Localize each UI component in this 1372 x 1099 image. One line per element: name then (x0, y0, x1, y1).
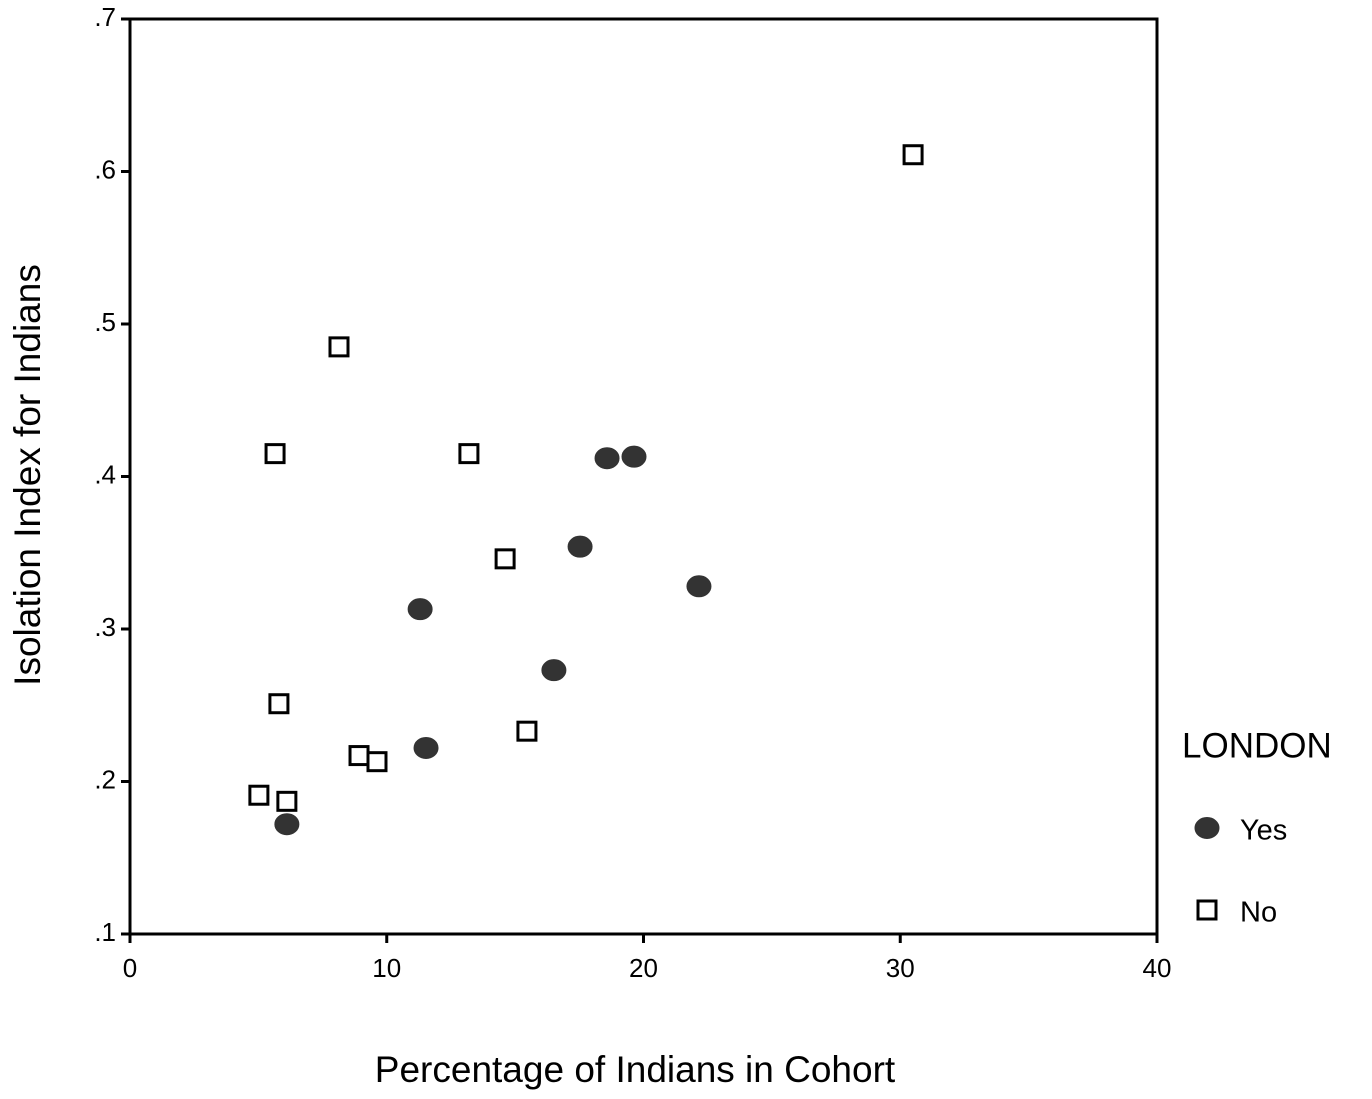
legend-title: LONDON (1182, 726, 1332, 765)
data-point (494, 548, 516, 570)
x-tick-label: 10 (372, 953, 401, 983)
legend-label: Yes (1240, 815, 1287, 847)
data-point (366, 751, 388, 773)
data-point (328, 336, 350, 358)
data-point (264, 443, 286, 465)
data-point (348, 745, 370, 767)
data-point (541, 659, 567, 682)
data-point (268, 693, 290, 715)
data-point (407, 598, 433, 621)
y-axis-title: Isolation Index for Indians (7, 264, 48, 686)
y-tick-label: .2 (94, 764, 116, 794)
legend-label: No (1240, 897, 1277, 929)
y-tick-label: .7 (94, 2, 116, 32)
y-tick-label: .6 (94, 154, 116, 184)
data-point (516, 720, 538, 742)
data-point (567, 535, 593, 558)
x-tick-label: 40 (1143, 953, 1172, 983)
legend-marker (1194, 817, 1220, 839)
x-tick-label: 30 (886, 953, 915, 983)
data-point (621, 445, 647, 468)
y-tick-label: .1 (94, 917, 116, 947)
legend-marker (1196, 899, 1218, 921)
y-tick-label: .5 (94, 307, 116, 337)
y-tick-label: .4 (94, 459, 116, 489)
data-point (276, 790, 298, 812)
data-point (274, 813, 300, 836)
data-point (458, 443, 480, 465)
data-point (686, 575, 712, 598)
data-point (248, 784, 270, 806)
data-point (413, 736, 439, 759)
data-point (902, 144, 924, 166)
x-tick-label: 20 (629, 953, 658, 983)
data-point (594, 447, 620, 470)
x-axis-title: Percentage of Indians in Cohort (375, 1049, 896, 1090)
y-tick-label: .3 (94, 612, 116, 642)
x-tick-label: 0 (123, 953, 137, 983)
